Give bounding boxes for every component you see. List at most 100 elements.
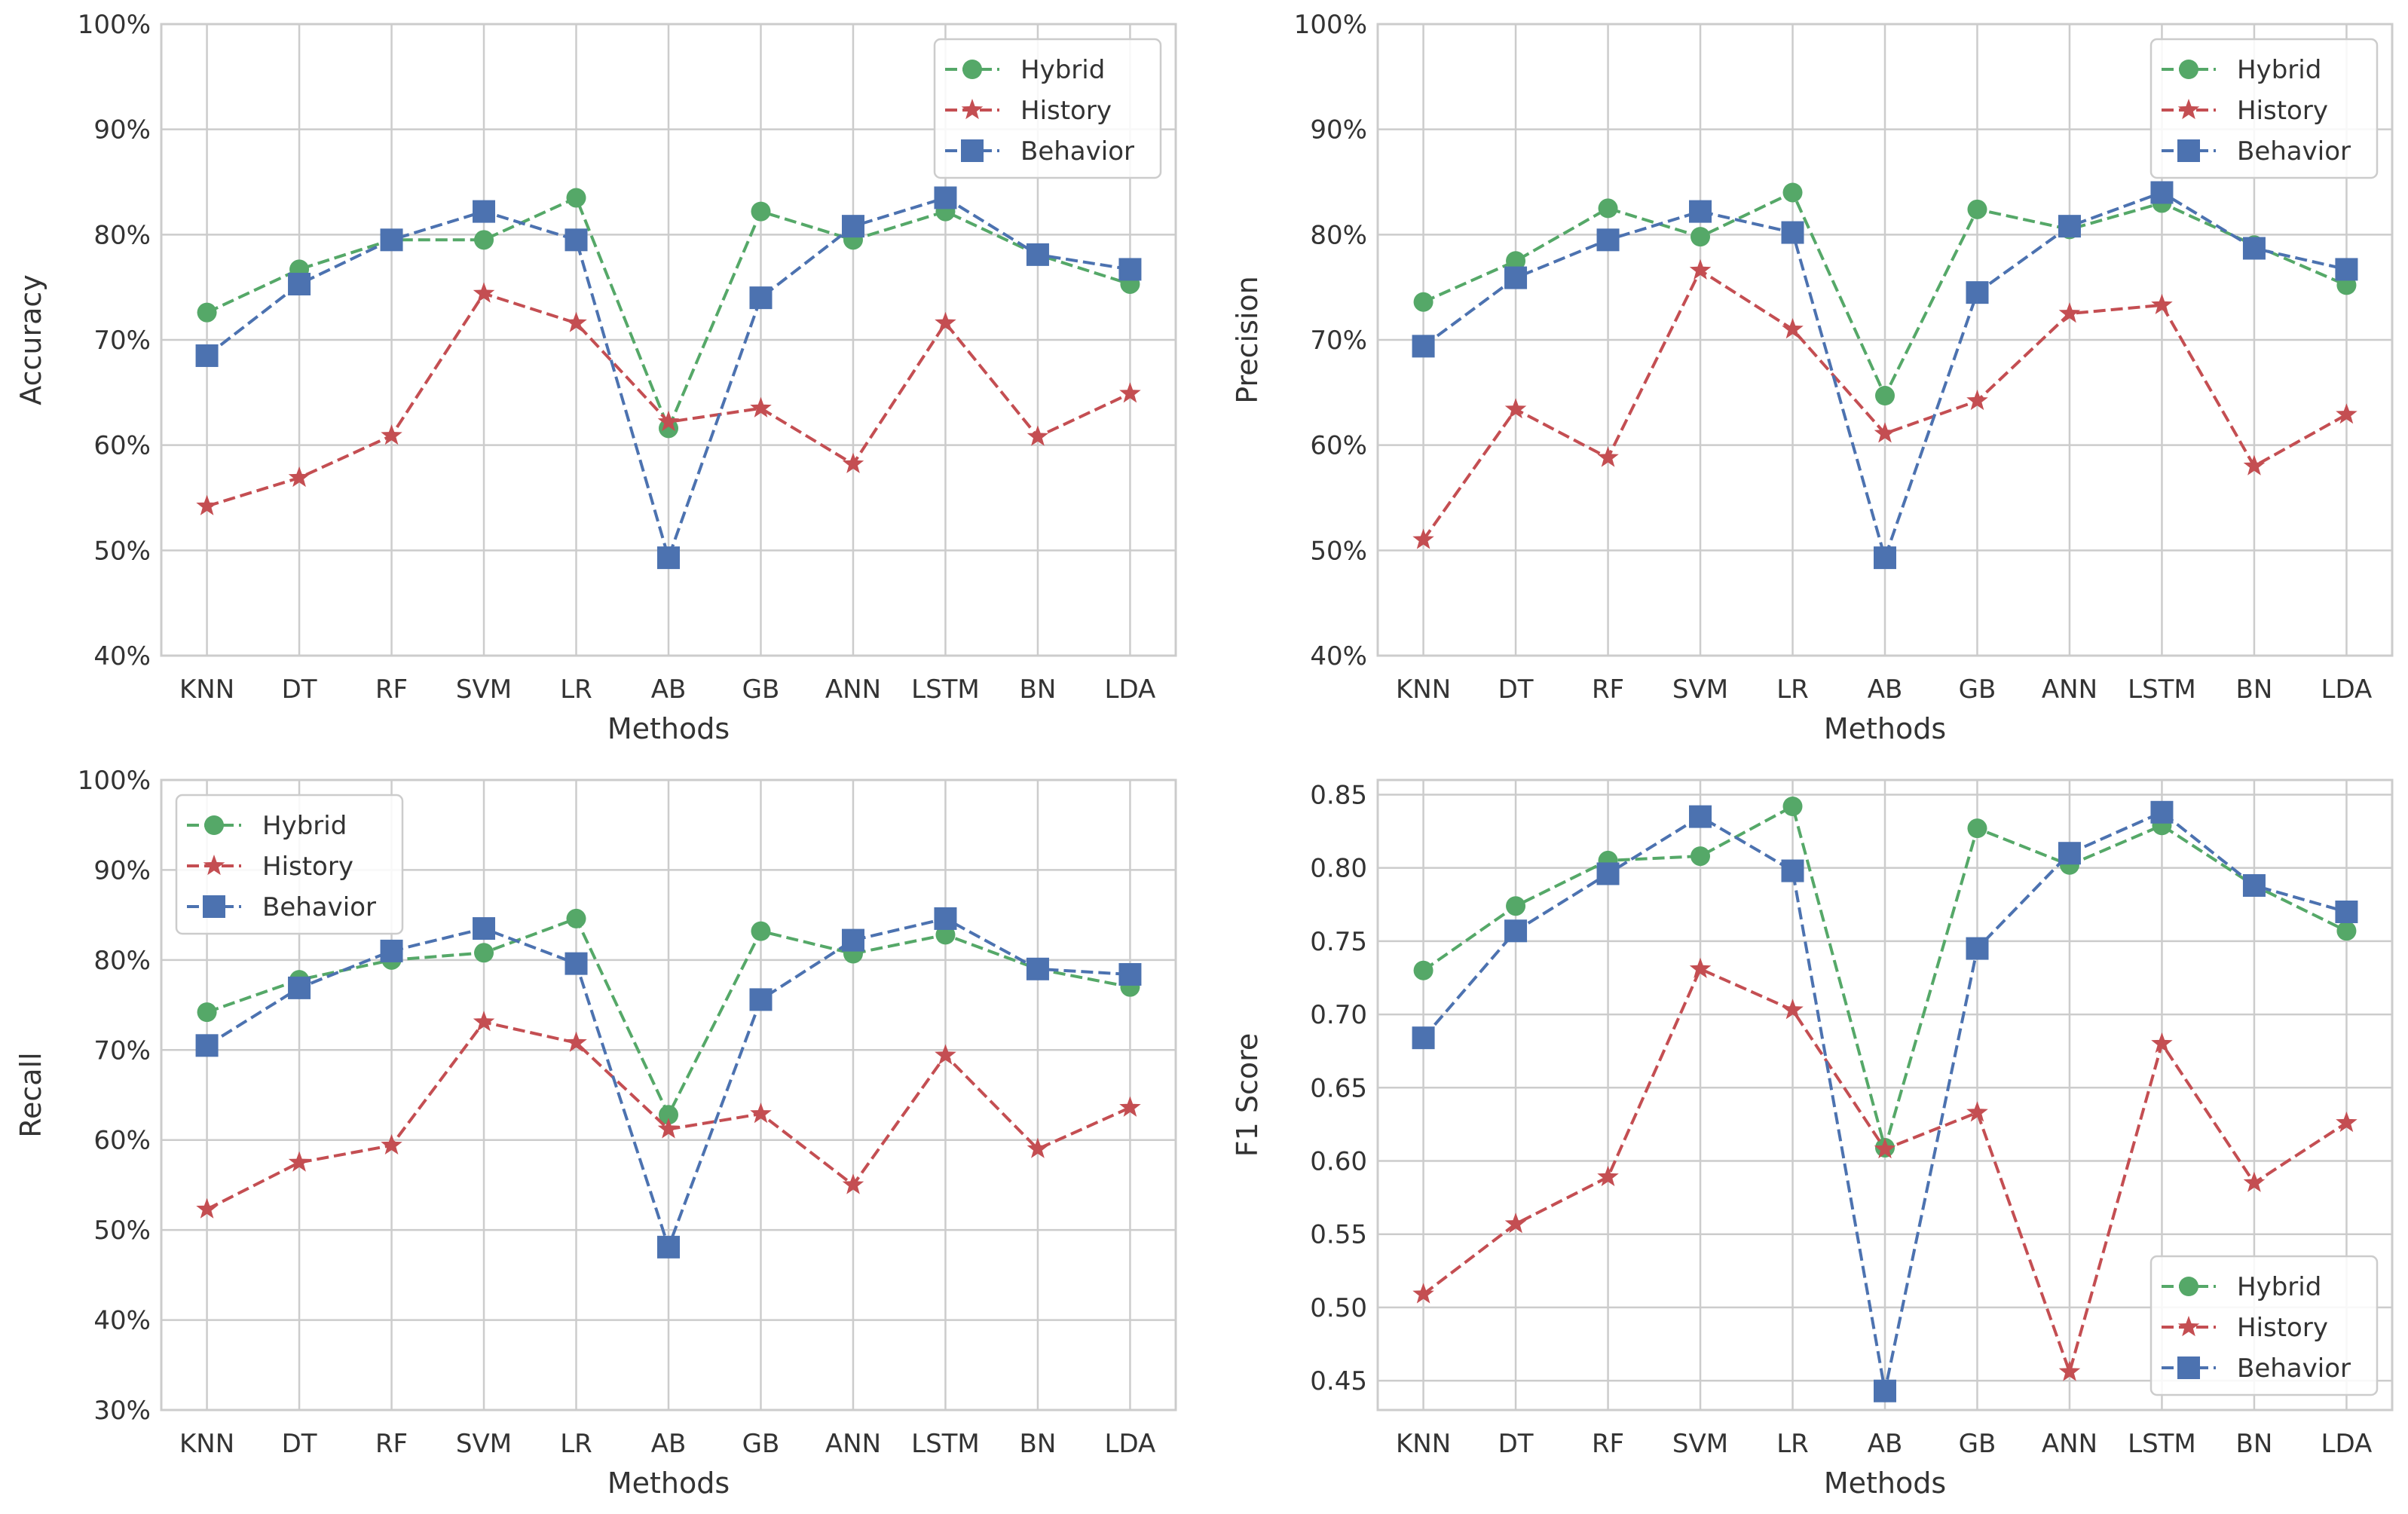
- y-tick-label: 50%: [93, 536, 151, 566]
- data-point-square: [473, 200, 496, 223]
- data-point-square: [1966, 281, 1989, 304]
- x-tick-label: LSTM: [911, 674, 980, 705]
- x-tick-label: AB: [651, 1429, 687, 1459]
- plot-frame: [160, 23, 1177, 657]
- x-axis-label: Methods: [1824, 712, 1946, 745]
- data-point-square: [565, 952, 588, 975]
- data-point-square: [1781, 859, 1804, 882]
- x-tick-label: KNN: [179, 674, 234, 705]
- legend-box: [2149, 1255, 2379, 1396]
- y-tick-label: 90%: [1310, 115, 1367, 145]
- series-line: [206, 196, 1131, 563]
- data-point-square: [841, 928, 864, 952]
- x-tick-label: DT: [1498, 674, 1534, 705]
- x-tick-label: LSTM: [2128, 1429, 2196, 1459]
- legend-label: Behavior: [2237, 136, 2351, 167]
- y-tick-label: 0.55: [1310, 1220, 1367, 1250]
- data-point-star: [750, 396, 772, 417]
- legend-label: History: [2237, 1313, 2328, 1343]
- data-point-square: [934, 186, 957, 210]
- y-tick-label: 0.50: [1310, 1293, 1367, 1323]
- chart-panel-4: 0.45 0.50 0.55 0.60 0.65 0.70 0.75 0.80 0.85 KNN D…: [1231, 778, 2394, 1500]
- data-point-star: [842, 452, 864, 473]
- x-tick-label: LR: [1776, 674, 1809, 705]
- x-tick-label: GB: [742, 674, 780, 705]
- data-point-circle: [751, 201, 771, 222]
- data-point-square: [1596, 228, 1620, 252]
- y-tick-label: 0.60: [1310, 1146, 1367, 1176]
- y-tick-label: 50%: [1310, 536, 1367, 566]
- legend-box: [2149, 38, 2379, 179]
- legend-label: Hybrid: [262, 811, 347, 841]
- data-point-star: [1119, 382, 1141, 403]
- x-tick-label: RF: [375, 674, 408, 705]
- data-point-square: [749, 988, 773, 1011]
- data-point-circle: [566, 188, 586, 208]
- data-point-square: [2242, 237, 2266, 260]
- x-tick-label: DT: [1498, 1429, 1534, 1459]
- y-tick-label: 0.85: [1310, 780, 1367, 810]
- data-point-square: [841, 215, 864, 238]
- data-point-square: [565, 228, 588, 252]
- y-tick-label: 100%: [78, 766, 151, 796]
- data-point-star: [1782, 999, 1804, 1020]
- x-tick-label: LDA: [1105, 674, 1156, 705]
- data-point-square: [1026, 957, 1049, 980]
- x-tick-label: LR: [560, 1429, 592, 1459]
- data-point-square: [657, 546, 680, 570]
- x-tick-label: ANN: [2042, 1429, 2097, 1459]
- data-point-star: [1689, 258, 1712, 280]
- data-point-circle: [1875, 386, 1895, 406]
- x-tick-label: LR: [560, 674, 592, 705]
- data-point-circle: [566, 908, 586, 928]
- data-point-circle: [1598, 198, 1618, 219]
- data-point-square: [2058, 842, 2081, 865]
- data-point-square: [1781, 221, 1804, 244]
- y-tick-label: 60%: [93, 431, 151, 461]
- data-point-circle: [1413, 960, 1433, 980]
- y-tick-label: 50%: [93, 1216, 151, 1246]
- data-point-square: [749, 286, 773, 310]
- data-point-star: [1027, 1137, 1049, 1158]
- x-tick-label: SVM: [1672, 1429, 1728, 1459]
- x-tick-label: RF: [1592, 1429, 1624, 1459]
- y-axis-label: Recall: [14, 1052, 47, 1137]
- data-point-square: [1966, 937, 1989, 960]
- data-point-square: [380, 228, 403, 252]
- data-point-star: [2058, 1360, 2081, 1381]
- x-tick-label: AB: [1868, 1429, 1903, 1459]
- legend-label: Hybrid: [2237, 1272, 2321, 1302]
- series-history: [1412, 957, 2358, 1381]
- legend: Hybrid History Behavior: [2149, 38, 2379, 179]
- data-point-star: [750, 1103, 772, 1124]
- series-behavior: [195, 186, 1142, 570]
- data-point-circle: [1506, 896, 1526, 916]
- data-point-circle: [1782, 796, 1803, 816]
- data-point-star: [1504, 398, 1527, 419]
- data-point-square: [1504, 266, 1528, 289]
- x-tick-label: GB: [1959, 674, 1996, 705]
- data-point-square: [1118, 258, 1142, 281]
- legend-marker-star: [961, 99, 984, 120]
- data-point-square: [2150, 181, 2174, 204]
- data-point-circle: [1690, 227, 1711, 247]
- data-point-star: [565, 311, 587, 332]
- y-tick-label: 90%: [93, 855, 151, 885]
- y-tick-label: 60%: [93, 1126, 151, 1156]
- x-tick-label: RF: [1592, 674, 1624, 705]
- x-tick-label: BN: [1020, 674, 1057, 705]
- legend-marker-star: [2177, 1316, 2200, 1337]
- y-tick-label: 30%: [93, 1396, 151, 1426]
- legend-marker-circle: [204, 815, 224, 835]
- x-tick-label: GB: [1959, 1429, 1996, 1459]
- data-point-square: [2335, 900, 2358, 923]
- data-point-star: [1504, 1213, 1527, 1234]
- y-tick-label: 90%: [93, 115, 151, 145]
- data-point-square: [1596, 862, 1620, 885]
- x-tick-label: LSTM: [911, 1429, 980, 1459]
- x-tick-label: BN: [1020, 1429, 1057, 1459]
- x-axis-label: Methods: [1824, 1467, 1946, 1500]
- data-point-star: [1874, 1137, 1896, 1159]
- x-tick-label: BN: [2236, 1429, 2273, 1459]
